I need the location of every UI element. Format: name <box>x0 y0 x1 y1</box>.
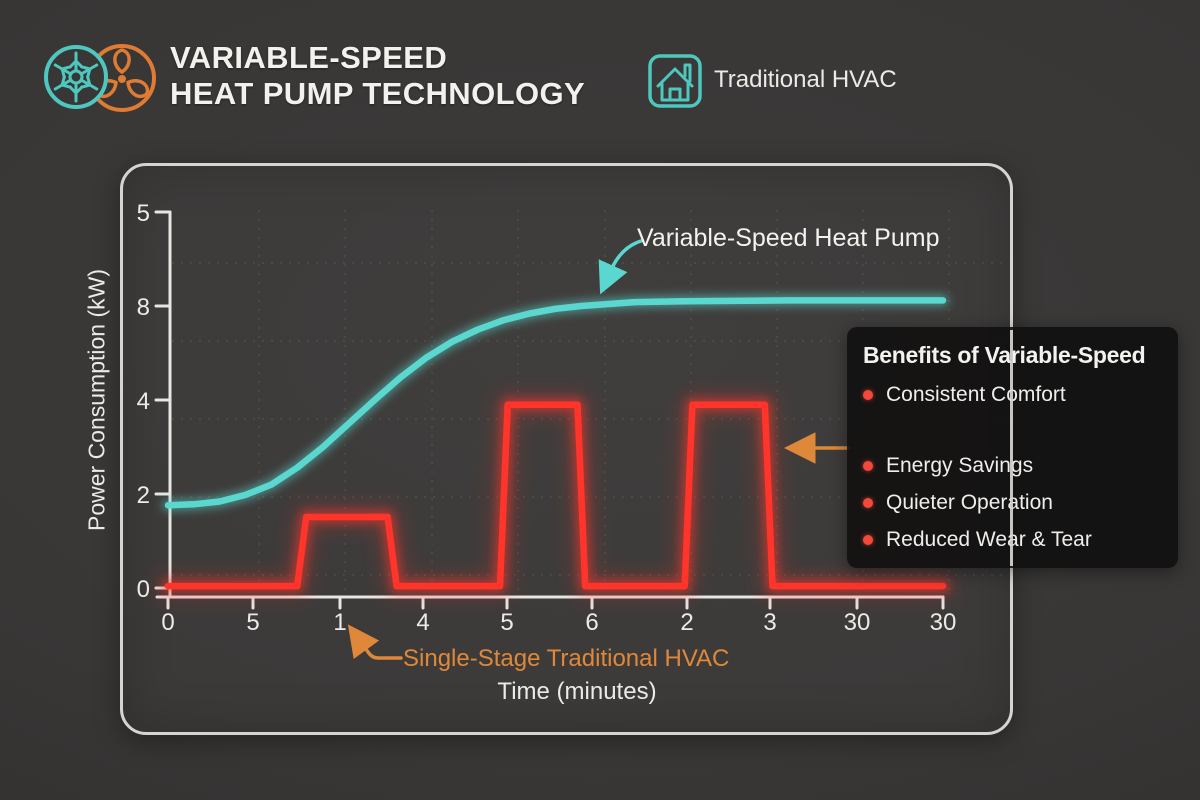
x-tick: 0 <box>161 609 174 636</box>
x-axis-title: Time (minutes) <box>497 678 657 705</box>
benefit-item: Energy Savings <box>863 454 1162 478</box>
traditional-arrow <box>347 624 403 660</box>
y-tick: 8 <box>137 294 150 321</box>
page-title: VARIABLE-SPEED HEAT PUMP TECHNOLOGY <box>170 40 585 112</box>
benefit-item: Reduced Wear & Tear <box>863 528 1162 552</box>
page-title-line1: VARIABLE-SPEED <box>170 40 448 75</box>
y-tick: 0 <box>137 576 150 603</box>
x-tick: 6 <box>585 609 598 636</box>
x-tick: 2 <box>680 609 693 636</box>
bullet-dot-icon <box>863 390 873 400</box>
traditional-hvac-annotation: Single-Stage Traditional HVAC <box>403 645 730 672</box>
series-traditional-hvac-curve <box>155 391 956 600</box>
heat-pump-annotation: Variable-Speed Heat Pump <box>637 224 940 252</box>
x-tick: 3 <box>763 609 776 636</box>
y-tick-labels: 5 8 4 2 0 <box>137 200 150 603</box>
y-axis-title: Power Consumption (kW) <box>83 268 110 532</box>
series-heat-pump-curve <box>162 294 949 512</box>
y-tick: 2 <box>137 482 150 509</box>
legend-traditional-hvac-label: Traditional HVAC <box>714 66 897 93</box>
benefit-label: Energy Savings <box>886 454 1034 477</box>
x-tick: 1 <box>333 609 346 636</box>
page-title-line2: HEAT PUMP TECHNOLOGY <box>170 76 586 111</box>
x-tick: 30 <box>930 609 957 636</box>
y-tick: 5 <box>137 200 150 227</box>
benefit-label: Consistent Comfort <box>886 383 1066 406</box>
benefit-label: Reduced Wear & Tear <box>886 528 1092 551</box>
heat-pump-arrow <box>598 239 643 295</box>
house-icon <box>648 54 702 108</box>
x-tick: 5 <box>246 609 259 636</box>
x-tick-labels: 0 5 1 4 5 6 2 3 30 30 <box>161 609 956 636</box>
x-tick: 5 <box>500 609 513 636</box>
bullet-dot-icon <box>863 461 873 471</box>
x-tick: 4 <box>416 609 429 636</box>
x-tick: 30 <box>844 609 871 636</box>
benefit-item: Consistent Comfort <box>863 383 1162 407</box>
snowflake-icon <box>44 45 108 109</box>
y-tick: 4 <box>137 388 150 415</box>
benefits-title: Benefits of Variable-Speed <box>863 342 1146 368</box>
panel-border-segment <box>1010 330 1013 566</box>
benefit-label: Quieter Operation <box>886 491 1053 514</box>
bullet-dot-icon <box>863 498 873 508</box>
bullet-dot-icon <box>863 535 873 545</box>
